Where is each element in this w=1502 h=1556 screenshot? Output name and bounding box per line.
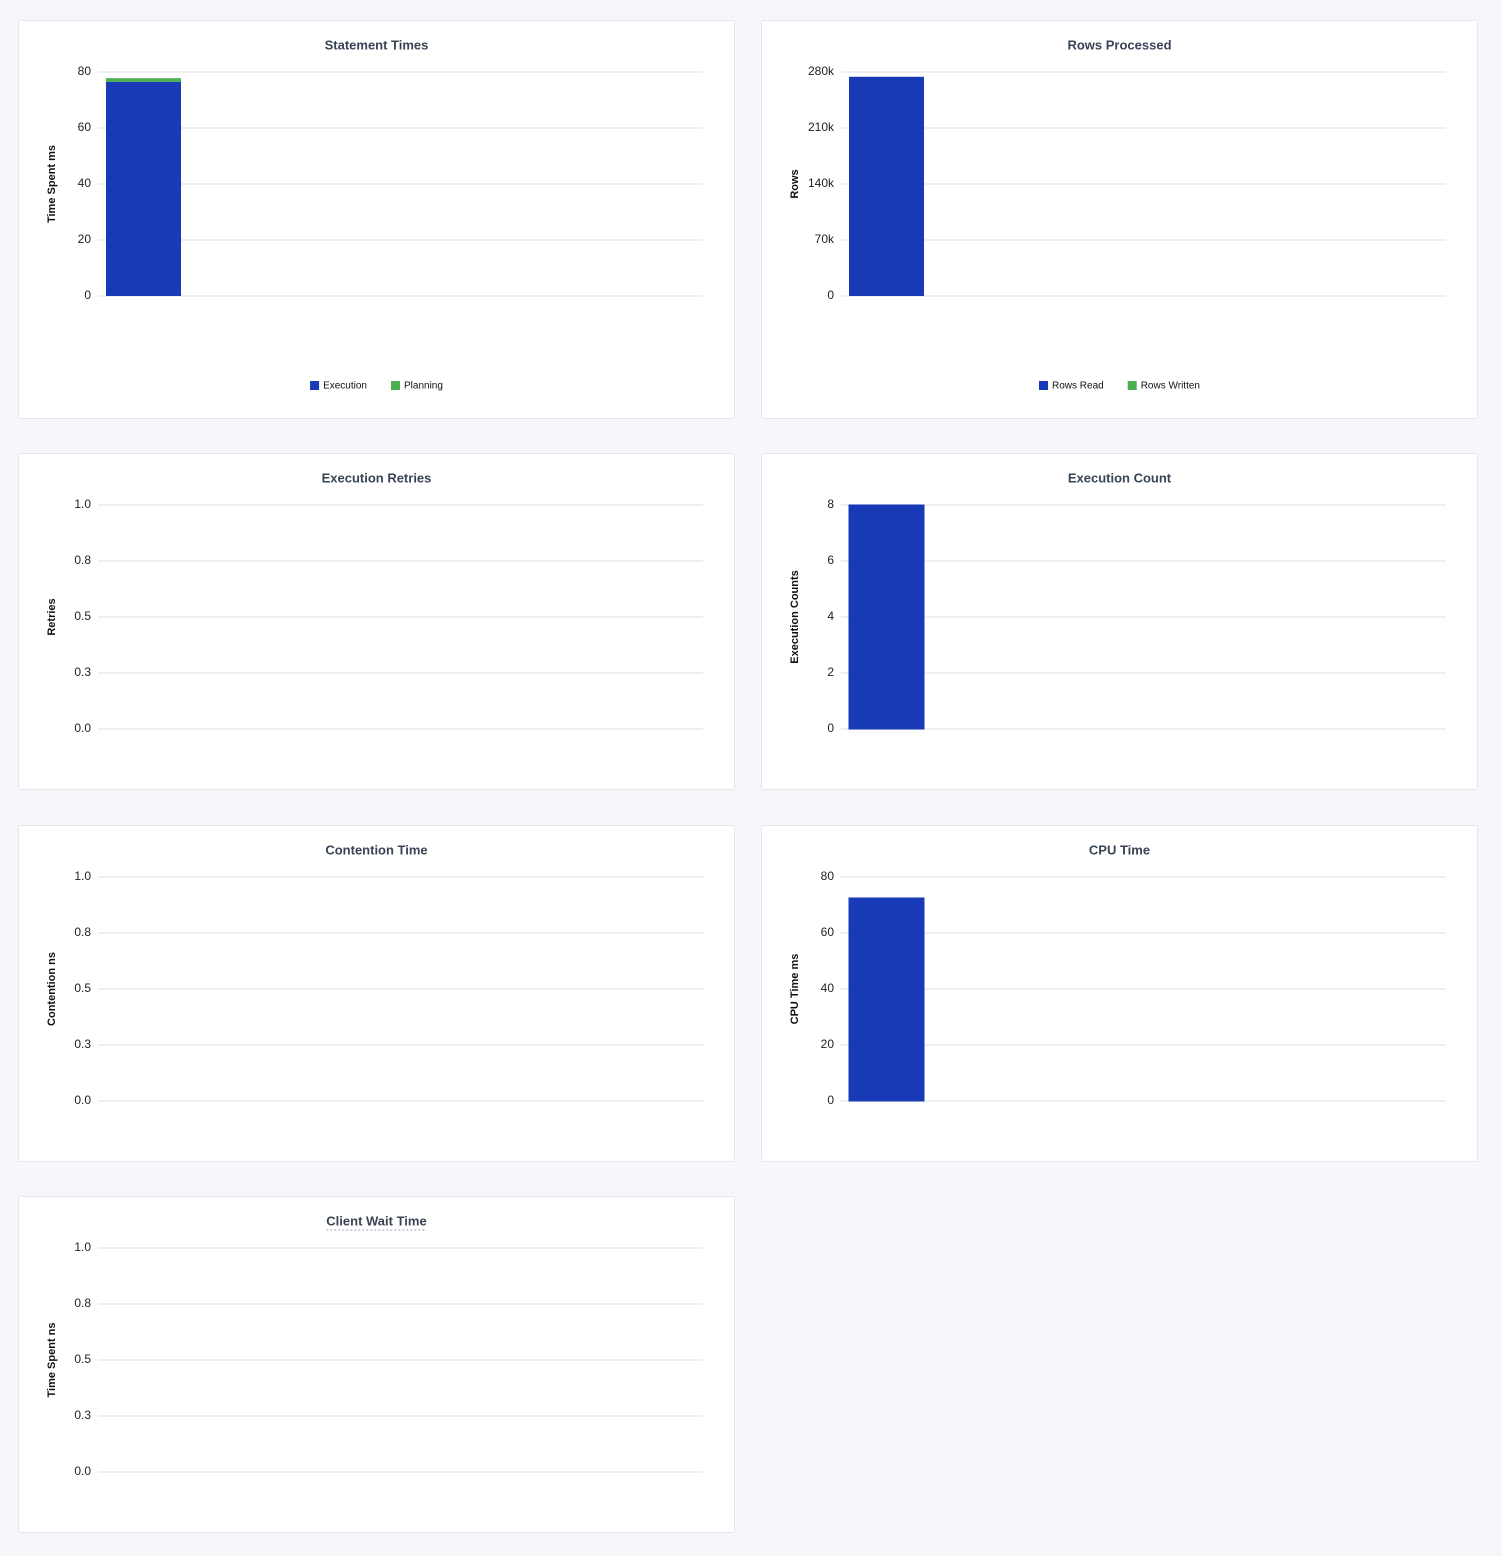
bar-segment (849, 76, 924, 296)
chart-panel: Contention Time Contention ns 0.0 0.3 0.5 0.8… (18, 825, 735, 1162)
y-tick-label: 0.3 (74, 665, 91, 679)
y-tick-label: 0 (827, 721, 834, 735)
y-tick-label: 0.3 (74, 1408, 91, 1422)
y-tick-label: 80 (821, 869, 835, 883)
chart: Execution Count Execution Counts 0 2 4 6 8 (789, 470, 1446, 735)
y-tick-label: 280k (808, 64, 835, 78)
chart-title: Execution Count (1068, 470, 1172, 485)
chart-title: Contention Time (325, 842, 427, 857)
y-tick-label: 0.8 (74, 925, 91, 939)
y-tick-label: 20 (821, 1037, 835, 1051)
bar-segment (106, 78, 181, 82)
chart: CPU Time CPU Time ms 0 20 40 60 80 (789, 842, 1446, 1107)
y-tick-label: 80 (78, 64, 92, 78)
y-tick-label: 4 (827, 609, 834, 623)
y-tick-label: 210k (808, 120, 835, 134)
y-axis-label: Retries (46, 598, 58, 635)
y-tick-label: 0.5 (74, 981, 91, 995)
y-tick-label: 40 (78, 176, 92, 190)
y-tick-label: 0 (84, 288, 91, 302)
y-tick-label: 0.0 (74, 721, 91, 735)
y-tick-label: 70k (815, 232, 835, 246)
chart-title: Client Wait Time (326, 1213, 426, 1228)
chart: Statement Times Time Spent ms 0 20 40 60 80 Exe… (46, 37, 703, 392)
y-tick-label: 2 (827, 665, 834, 679)
chart: Rows Processed Rows 0 70k 140k 210k 280k Rows R… (789, 37, 1446, 392)
y-tick-label: 20 (78, 232, 92, 246)
chart-title: Execution Retries (322, 470, 432, 485)
y-tick-label: 0.3 (74, 1037, 91, 1051)
y-tick-label: 0.5 (74, 609, 91, 623)
legend-swatch (1127, 381, 1137, 390)
y-tick-label: 0.0 (74, 1093, 91, 1107)
y-tick-label: 0.8 (74, 553, 91, 567)
legend-label: Rows Written (1141, 381, 1200, 392)
y-tick-label: 60 (78, 120, 92, 134)
legend-label: Rows Read (1052, 381, 1104, 392)
y-tick-label: 40 (821, 981, 835, 995)
y-tick-label: 0.0 (74, 1464, 91, 1478)
y-axis-label: Rows (789, 169, 801, 198)
chart: Execution Retries Retries 0.0 0.3 0.5 0.8 1.0 (46, 470, 703, 735)
y-tick-label: 0 (827, 288, 834, 302)
y-axis-label: Time Spent ns (46, 1323, 58, 1398)
y-axis-label: Time Spent ms (46, 145, 58, 223)
legend-swatch (1039, 381, 1049, 390)
y-tick-label: 0.5 (74, 1352, 91, 1366)
legend-swatch (391, 381, 400, 390)
y-tick-label: 1.0 (74, 1240, 91, 1254)
chart-panel: Client Wait Time Time Spent ns 0.0 0.3 0.5 0.… (18, 1196, 735, 1533)
y-tick-label: 6 (827, 553, 834, 567)
y-axis-label: Execution Counts (789, 570, 801, 664)
chart-panel: Execution Count Execution Counts 0 2 4 6 8 (761, 453, 1478, 790)
bar-segment (106, 81, 181, 296)
y-tick-label: 60 (821, 925, 835, 939)
chart-title: CPU Time (1089, 842, 1150, 857)
y-axis-label: CPU Time ms (789, 954, 801, 1025)
y-axis-label: Contention ns (46, 952, 58, 1026)
bar (848, 897, 925, 1102)
legend: Rows Read Rows Written (1039, 381, 1200, 392)
y-tick-label: 0.8 (74, 1296, 91, 1310)
chart-panel: Execution Retries Retries 0.0 0.3 0.5 0.8 1.0 (18, 453, 735, 790)
y-tick-label: 0 (827, 1093, 834, 1107)
y-tick-label: 1.0 (74, 869, 91, 883)
chart-panel: Rows Processed Rows 0 70k 140k 210k 280k Rows R… (761, 20, 1478, 419)
legend-swatch (310, 381, 320, 390)
y-tick-label: 8 (827, 497, 834, 511)
y-tick-label: 1.0 (74, 497, 91, 511)
chart-title: Rows Processed (1067, 37, 1171, 52)
chart-title: Statement Times (325, 37, 429, 52)
legend: Execution Planning (310, 381, 443, 392)
legend-label: Planning (404, 381, 443, 392)
chart: Contention Time Contention ns 0.0 0.3 0.5 0.8… (46, 842, 703, 1107)
bar (848, 504, 925, 730)
chart: Client Wait Time Time Spent ns 0.0 0.3 0.5 0.… (46, 1213, 703, 1478)
chart-panel: CPU Time CPU Time ms 0 20 40 60 80 (761, 825, 1478, 1162)
y-tick-label: 140k (808, 176, 835, 190)
legend-label: Execution (323, 381, 367, 392)
chart-panel: Statement Times Time Spent ms 0 20 40 60 80 Exe… (18, 20, 735, 419)
